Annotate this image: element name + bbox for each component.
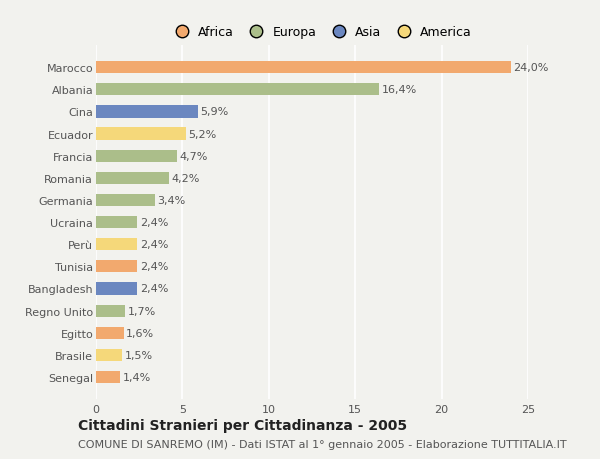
- Text: 2,4%: 2,4%: [140, 218, 169, 228]
- Text: 1,4%: 1,4%: [123, 372, 151, 382]
- Bar: [96, 62, 511, 74]
- Text: 5,9%: 5,9%: [200, 107, 229, 117]
- Text: 3,4%: 3,4%: [157, 196, 185, 206]
- Text: 1,6%: 1,6%: [126, 328, 154, 338]
- Bar: [96, 239, 137, 251]
- Bar: [96, 327, 124, 339]
- Bar: [96, 173, 169, 185]
- Bar: [96, 283, 137, 295]
- Bar: [96, 261, 137, 273]
- Bar: [96, 371, 120, 383]
- Text: COMUNE DI SANREMO (IM) - Dati ISTAT al 1° gennaio 2005 - Elaborazione TUTTITALIA: COMUNE DI SANREMO (IM) - Dati ISTAT al 1…: [78, 440, 566, 449]
- Bar: [96, 84, 379, 96]
- Text: 4,7%: 4,7%: [180, 151, 208, 162]
- Text: 4,2%: 4,2%: [171, 174, 200, 184]
- Legend: Africa, Europa, Asia, America: Africa, Europa, Asia, America: [167, 24, 475, 42]
- Bar: [96, 217, 137, 229]
- Bar: [96, 305, 125, 317]
- Text: 16,4%: 16,4%: [382, 85, 417, 95]
- Text: Cittadini Stranieri per Cittadinanza - 2005: Cittadini Stranieri per Cittadinanza - 2…: [78, 418, 407, 432]
- Text: 24,0%: 24,0%: [514, 63, 548, 73]
- Text: 2,4%: 2,4%: [140, 284, 169, 294]
- Text: 2,4%: 2,4%: [140, 262, 169, 272]
- Bar: [96, 349, 122, 361]
- Bar: [96, 150, 177, 162]
- Text: 1,5%: 1,5%: [125, 350, 152, 360]
- Bar: [96, 106, 198, 118]
- Text: 5,2%: 5,2%: [188, 129, 217, 139]
- Bar: [96, 128, 186, 140]
- Bar: [96, 195, 155, 207]
- Text: 1,7%: 1,7%: [128, 306, 156, 316]
- Text: 2,4%: 2,4%: [140, 240, 169, 250]
